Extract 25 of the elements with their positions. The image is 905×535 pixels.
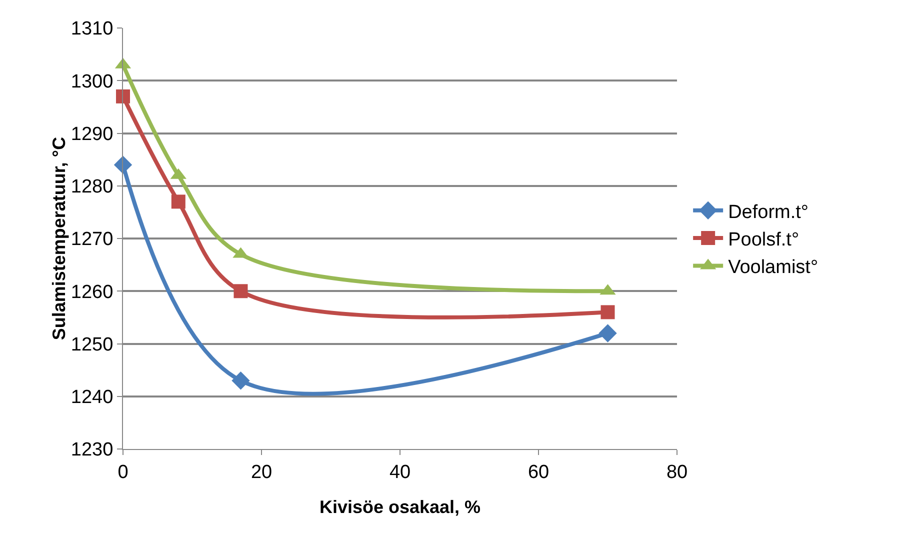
point [600,305,615,320]
x-tick-label: 40 [389,462,411,483]
point [116,89,130,104]
point [598,324,617,342]
x-tick-label: 60 [528,462,550,483]
y-tick-label: 1300 [70,71,114,92]
legend-label: Deform.t° [728,202,809,223]
legend-label: Voolamist° [728,257,818,278]
point [234,284,248,298]
y-tick-label: 1280 [70,176,114,198]
x-axis-title: Kivisöe osakaal, % [319,497,481,517]
y-tick-label: 1250 [70,334,114,356]
legend-label: Poolsf.t° [728,229,800,250]
y-tick-label: 1260 [70,282,114,303]
x-tick-label: 0 [118,462,128,483]
y-tick-label: 1310 [70,18,114,40]
y-tick-label: 1290 [70,124,114,145]
point [232,371,250,390]
y-axis-title: Sulamistemperatuur, °C [48,136,69,340]
point [171,194,186,209]
x-tick-label: 80 [666,462,688,483]
y-tick-label: 1240 [70,387,114,408]
x-tick-label: 20 [250,462,272,483]
y-tick-label: 1270 [70,229,114,250]
y-tick-label: 1230 [70,440,114,461]
